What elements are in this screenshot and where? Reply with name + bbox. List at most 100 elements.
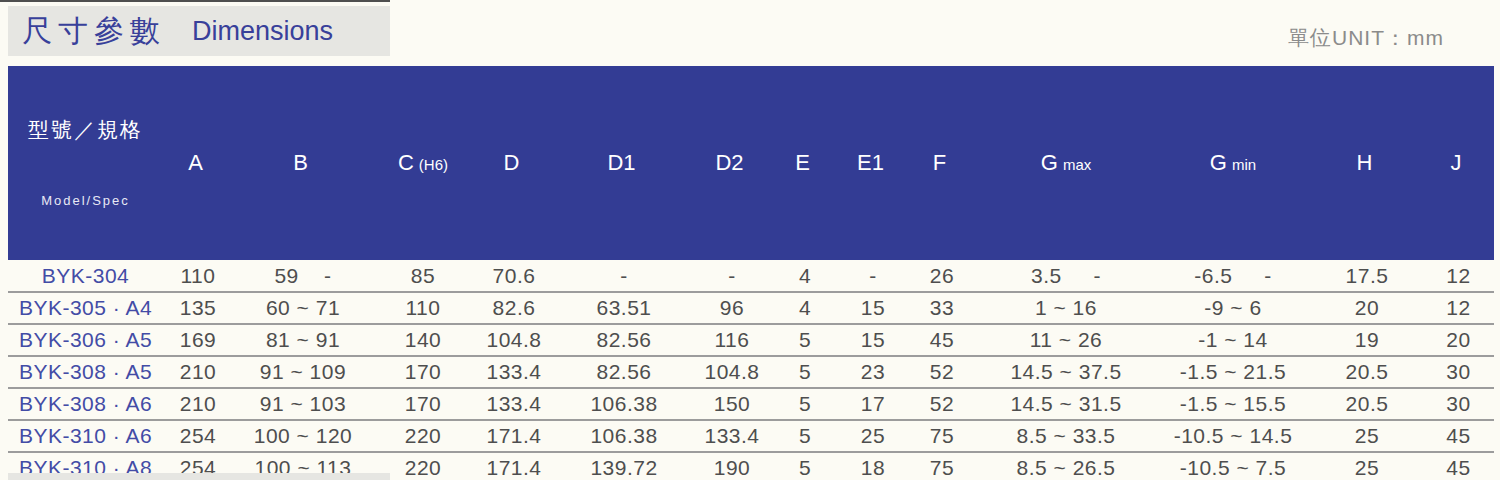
column-header-model: 型號／規格 Model/Spec bbox=[8, 66, 163, 260]
model-cell: BYK-308 · A5 bbox=[8, 356, 163, 388]
value-cell: 133.4 bbox=[693, 420, 771, 452]
value-cell: 96 bbox=[693, 292, 771, 324]
model-cell: BYK-310 · A6 bbox=[8, 420, 163, 452]
table-row: BYK-310 · A6 254100 ~ 120220171.4106.381… bbox=[8, 420, 1494, 452]
value-cell: 135 bbox=[163, 292, 233, 324]
value-cell: - bbox=[555, 260, 693, 292]
value-cell: 150 bbox=[693, 388, 771, 420]
table-body: BYK-304 11059 -8570.6--4-263.5 --6.5 -17… bbox=[8, 260, 1494, 480]
column-header-gmax: Gmax bbox=[977, 66, 1155, 260]
value-cell: 8.5 ~ 33.5 bbox=[977, 420, 1155, 452]
dimensions-table: 型號／規格 Model/Spec ABC(H6)DD1D2EE1FGmaxGmi… bbox=[8, 66, 1494, 480]
column-header-j: J bbox=[1423, 66, 1494, 260]
value-cell: 210 bbox=[163, 356, 233, 388]
value-cell: 133.4 bbox=[473, 388, 555, 420]
column-header-f: F bbox=[907, 66, 977, 260]
table-header-row: 型號／規格 Model/Spec ABC(H6)DD1D2EE1FGmaxGmi… bbox=[8, 66, 1494, 260]
value-cell: 5 bbox=[771, 388, 839, 420]
value-cell: 60 ~ 71 bbox=[233, 292, 373, 324]
value-cell: 82.56 bbox=[555, 324, 693, 356]
value-cell: 91 ~ 109 bbox=[233, 356, 373, 388]
value-cell: 5 bbox=[771, 420, 839, 452]
value-cell: 82.6 bbox=[473, 292, 555, 324]
column-header-d1: D1 bbox=[555, 66, 693, 260]
value-cell: 106.38 bbox=[555, 420, 693, 452]
column-header-h: H bbox=[1311, 66, 1423, 260]
value-cell: -1.5 ~ 21.5 bbox=[1155, 356, 1311, 388]
value-cell: 26 bbox=[907, 260, 977, 292]
value-cell: 70.6 bbox=[473, 260, 555, 292]
value-cell: 25 bbox=[1311, 420, 1423, 452]
value-cell: 18 bbox=[839, 452, 907, 480]
model-header-zh: 型號／規格 bbox=[8, 118, 163, 142]
value-cell: 210 bbox=[163, 388, 233, 420]
value-cell: 171.4 bbox=[473, 420, 555, 452]
value-cell: -1.5 ~ 15.5 bbox=[1155, 388, 1311, 420]
column-header-e: E bbox=[771, 66, 839, 260]
value-cell: 12 bbox=[1423, 292, 1494, 324]
section-title-box: 尺寸參數 Dimensions bbox=[8, 6, 390, 56]
value-cell: 17 bbox=[839, 388, 907, 420]
table-row: BYK-308 · A5 21091 ~ 109170133.482.56104… bbox=[8, 356, 1494, 388]
value-cell: 82.56 bbox=[555, 356, 693, 388]
value-cell: 110 bbox=[163, 260, 233, 292]
value-cell: 106.38 bbox=[555, 388, 693, 420]
value-cell: -10.5 ~ 7.5 bbox=[1155, 452, 1311, 480]
model-cell: BYK-305 · A4 bbox=[8, 292, 163, 324]
value-cell: 190 bbox=[693, 452, 771, 480]
value-cell: -6.5 - bbox=[1155, 260, 1311, 292]
value-cell: 140 bbox=[373, 324, 473, 356]
value-cell: 133.4 bbox=[473, 356, 555, 388]
value-cell: 110 bbox=[373, 292, 473, 324]
value-cell: 23 bbox=[839, 356, 907, 388]
value-cell: 30 bbox=[1423, 388, 1494, 420]
column-header-b: B bbox=[233, 66, 373, 260]
value-cell: 5 bbox=[771, 324, 839, 356]
value-cell: 4 bbox=[771, 292, 839, 324]
value-cell: 20.5 bbox=[1311, 388, 1423, 420]
model-cell: BYK-308 · A6 bbox=[8, 388, 163, 420]
table-row: BYK-304 11059 -8570.6--4-263.5 --6.5 -17… bbox=[8, 260, 1494, 292]
table-row: BYK-306 · A5 16981 ~ 91140104.882.561165… bbox=[8, 324, 1494, 356]
value-cell: 5 bbox=[771, 356, 839, 388]
column-header-d2: D2 bbox=[693, 66, 771, 260]
value-cell: -1 ~ 14 bbox=[1155, 324, 1311, 356]
value-cell: 45 bbox=[1423, 420, 1494, 452]
value-cell: 45 bbox=[1423, 452, 1494, 480]
value-cell: 20.5 bbox=[1311, 356, 1423, 388]
column-header-gmin: Gmin bbox=[1155, 66, 1311, 260]
value-cell: - bbox=[693, 260, 771, 292]
value-cell: 75 bbox=[907, 420, 977, 452]
value-cell: 8.5 ~ 26.5 bbox=[977, 452, 1155, 480]
value-cell: 17.5 bbox=[1311, 260, 1423, 292]
value-cell: 12 bbox=[1423, 260, 1494, 292]
column-header-d: D bbox=[473, 66, 555, 260]
catalog-page: 尺寸參數 Dimensions 單位UNIT：mm 型號／規格 Model/Sp… bbox=[0, 0, 1500, 480]
page-title-en: Dimensions bbox=[192, 16, 333, 47]
column-header-ch6: C(H6) bbox=[373, 66, 473, 260]
model-cell: BYK-306 · A5 bbox=[8, 324, 163, 356]
table-row: BYK-305 · A4 13560 ~ 7111082.663.5196415… bbox=[8, 292, 1494, 324]
unit-label: 單位UNIT：mm bbox=[1288, 24, 1444, 52]
value-cell: 116 bbox=[693, 324, 771, 356]
value-cell: 139.72 bbox=[555, 452, 693, 480]
value-cell: 171.4 bbox=[473, 452, 555, 480]
value-cell: 52 bbox=[907, 356, 977, 388]
value-cell: 170 bbox=[373, 356, 473, 388]
model-header-en: Model/Spec bbox=[8, 194, 163, 208]
value-cell: 14.5 ~ 37.5 bbox=[977, 356, 1155, 388]
value-cell: 14.5 ~ 31.5 bbox=[977, 388, 1155, 420]
value-cell: 100 ~ 120 bbox=[233, 420, 373, 452]
value-cell: 220 bbox=[373, 420, 473, 452]
value-cell: 85 bbox=[373, 260, 473, 292]
value-cell: 30 bbox=[1423, 356, 1494, 388]
value-cell: 63.51 bbox=[555, 292, 693, 324]
value-cell: 25 bbox=[1311, 452, 1423, 480]
value-cell: -9 ~ 6 bbox=[1155, 292, 1311, 324]
value-cell: 91 ~ 103 bbox=[233, 388, 373, 420]
value-cell: 5 bbox=[771, 452, 839, 480]
value-cell: 3.5 - bbox=[977, 260, 1155, 292]
value-cell: 19 bbox=[1311, 324, 1423, 356]
value-cell: 4 bbox=[771, 260, 839, 292]
value-cell: - bbox=[839, 260, 907, 292]
